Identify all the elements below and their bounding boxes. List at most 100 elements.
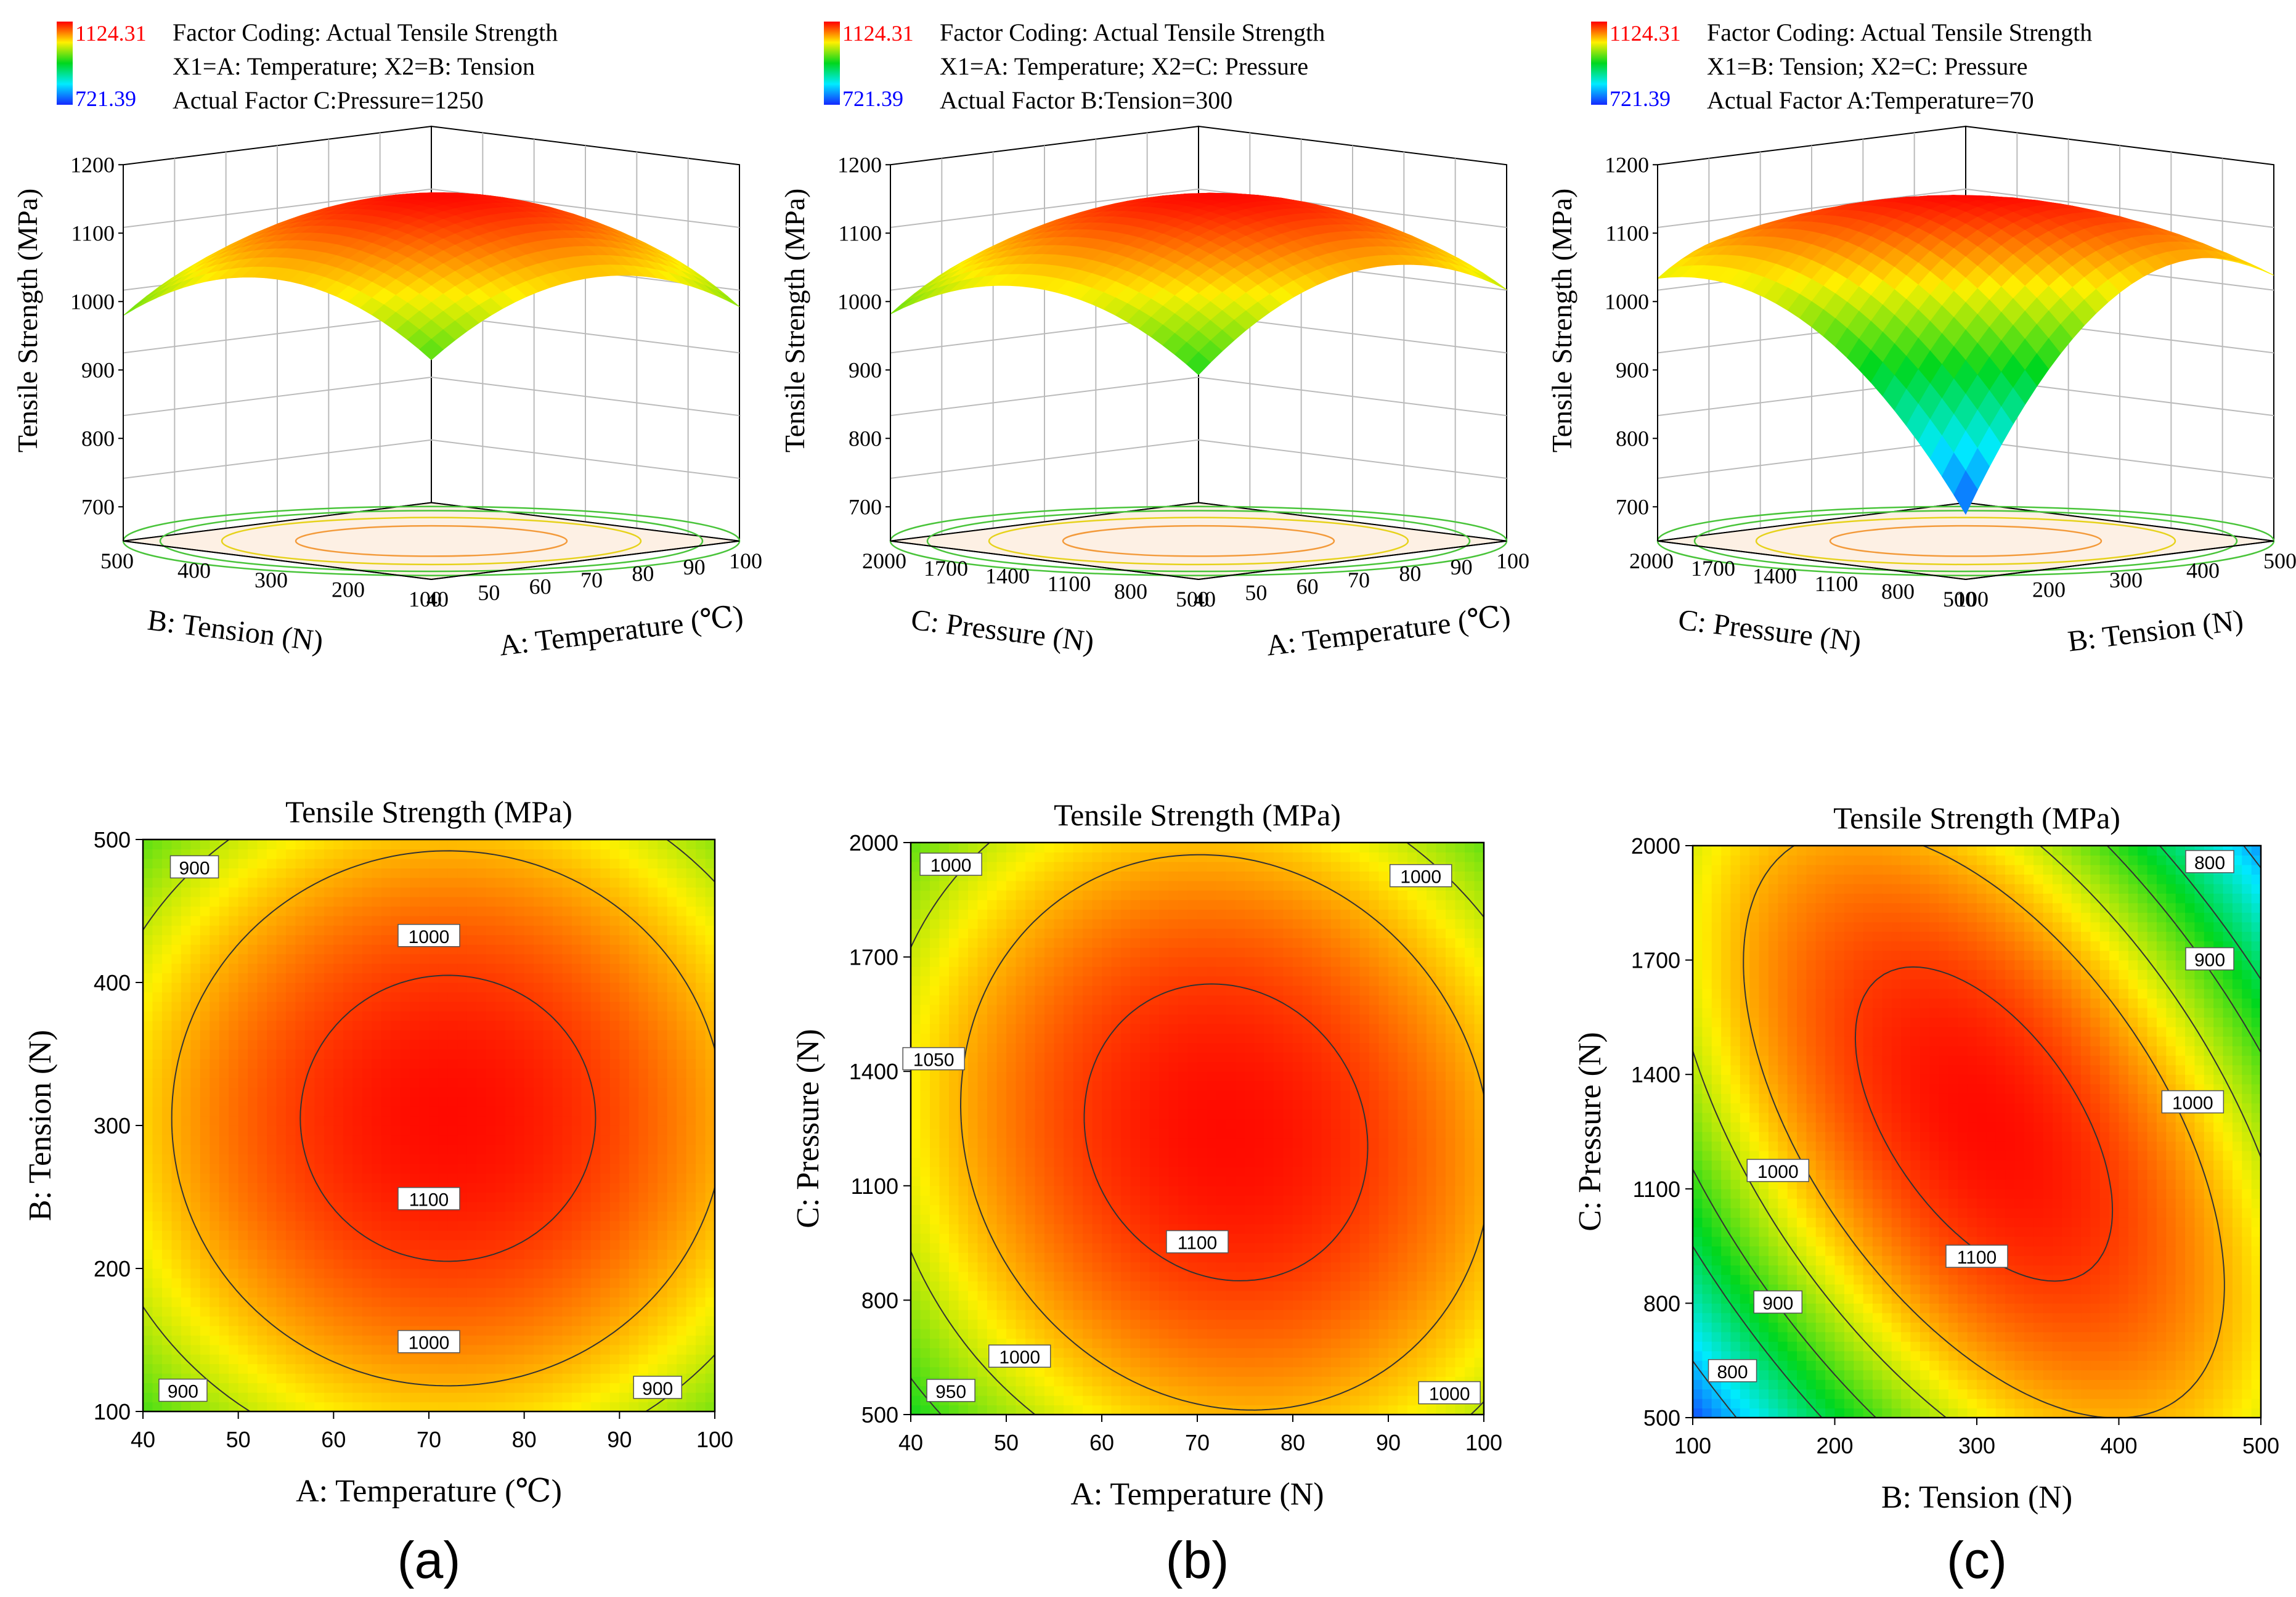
z-tick-label: 700 [1616,494,1649,519]
z-tick-label: 900 [81,357,115,382]
y-tick-label: 100 [409,587,442,611]
z-axis: 700 800 900 1000 1100 1200 Tensile Strength (M… [779,152,891,541]
y-axis-title: C: Pressure (N) [1676,603,1863,658]
x-tick-label: 500 [2242,1433,2279,1458]
y-tick-label: 100 [94,1399,131,1424]
y-tick-label: 1400 [1753,564,1797,589]
response-surface [1656,195,2274,515]
y-tick-label: 400 [177,558,211,582]
x-tick-label: 300 [1958,1433,1995,1458]
y-tick-label: 200 [94,1256,131,1281]
contour-lines [142,839,715,1412]
x-tick-label: 80 [512,1427,537,1452]
y-tick-label: 500 [94,827,131,852]
contour-label: 900 [2194,950,2225,971]
x-tick-label: 90 [683,555,706,579]
y-tick-label: 800 [861,1288,898,1313]
y-tick-label: 1400 [1631,1062,1680,1087]
contour-label: 1050 [913,1050,955,1071]
z-tick-label: 1100 [1605,221,1649,245]
z-tick-label: 700 [81,494,115,519]
contour-label: 1000 [1429,1384,1470,1405]
x-tick-label: 100 [1674,1433,1711,1458]
legend-line-3: Actual Factor A:Temperature=70 [1707,86,2034,114]
legend-line-1: Factor Coding: Actual Tensile Strength [173,18,558,46]
z-tick-label: 700 [849,494,882,519]
surface-panel-3: 1124.31 721.39 Factor Coding: Actual Tensi… [1546,18,2296,658]
y-tick-label: 1700 [1691,556,1735,581]
z-tick-label: 900 [1616,357,1649,382]
y-axis-title: C: Pressure (N) [791,1029,826,1228]
response-surface [123,192,740,361]
y-axis-title: B: Tension (N) [146,604,325,658]
x-tick-label: 100 [1496,549,1529,573]
y-tick-label: 500 [1643,1405,1680,1431]
z-tick-label: 900 [849,357,882,382]
y-tick-label: 2000 [862,549,906,573]
y-tick-label: 800 [1643,1291,1680,1316]
contour-label: 1000 [999,1347,1040,1368]
x-tick-label: 40 [898,1430,923,1455]
contour-label: 1100 [1178,1233,1218,1254]
z-axis: 700 800 900 1000 1100 1200 Tensile Strength (M… [1546,152,1658,541]
x-tick-label: 100 [1465,1430,1502,1455]
x-axis-title: A: Temperature (N) [1070,1477,1324,1512]
contour-label: 900 [1762,1293,1793,1313]
contour-label: 1100 [409,1190,449,1211]
contour-title: Tensile Strength (MPa) [285,794,572,829]
legend-min-value: 721.39 [75,86,136,111]
legend-line-1: Factor Coding: Actual Tensile Strength [1707,18,2092,46]
y-tick-label: 500 [861,1402,898,1427]
contour-label: 1000 [930,856,972,876]
z-tick-label: 1200 [70,152,115,177]
z-tick-label: 800 [81,426,115,451]
contour-label: 900 [179,858,210,878]
y-axis-title: C: Pressure (N) [1573,1032,1608,1231]
contour-label: 950 [935,1382,966,1402]
legend-line-3: Actual Factor B:Tension=300 [940,86,1232,114]
y-tick-label: 800 [1881,579,1915,604]
x-tick-label: 70 [1185,1430,1210,1455]
contour-panel-2: 1000 1000 1050 1100 1000 950 1000 40 50 60 70 80 90 1… [791,798,1502,1589]
x-tick-label: 90 [1451,555,1473,579]
z-axis-title: Tensile Strength (MPa) [1546,189,1577,453]
x-tick-label: 40 [131,1427,155,1452]
z-tick-label: 1200 [1605,152,1649,177]
response-surface [890,192,1507,375]
y-tick-label: 1100 [851,1174,898,1199]
surface-panel-2: 1124.31 721.39 Factor Coding: Actual Tensi… [779,18,1529,662]
y-tick-label: 1700 [924,556,968,581]
y-tick-label: 2000 [849,830,898,856]
contour-label: 1000 [1400,867,1441,888]
x-tick-label: 90 [1376,1430,1401,1455]
legend-line-2: X1=B: Tension; X2=C: Pressure [1707,52,2027,80]
x-tick-label: 60 [321,1427,346,1452]
legend-color-bar [57,22,73,105]
panel-label: (a) [397,1531,461,1589]
x-tick-label: 200 [1816,1433,1853,1458]
z-tick-label: 1000 [1605,289,1649,314]
y-tick-label: 1400 [985,564,1030,589]
legend-color-bar [824,22,840,105]
z-tick-label: 1000 [837,289,882,314]
x-tick-label: 100 [1955,587,1989,611]
legend-max-value: 1124.31 [1610,21,1681,46]
z-tick-label: 800 [849,426,882,451]
x-tick-label: 200 [2032,577,2066,602]
contour-label: 1100 [1957,1248,1997,1268]
x-tick-label: 50 [1245,581,1267,605]
x-tick-label: 100 [729,549,762,573]
x-tick-label: 40 [426,587,449,611]
y-tick-label: 800 [1114,579,1147,604]
legend-max-value: 1124.31 [75,21,147,46]
z-tick-label: 1000 [70,289,115,314]
contour-heatmap [911,843,1484,1415]
x-tick-label: 90 [607,1427,632,1452]
x-tick-label: 70 [1348,568,1370,592]
x-tick-label: 60 [1089,1430,1114,1455]
z-tick-label: 1100 [838,221,882,245]
y-tick-label: 1700 [849,945,898,970]
x-tick-label: 70 [580,568,603,592]
panel-label: (c) [1947,1531,2007,1589]
